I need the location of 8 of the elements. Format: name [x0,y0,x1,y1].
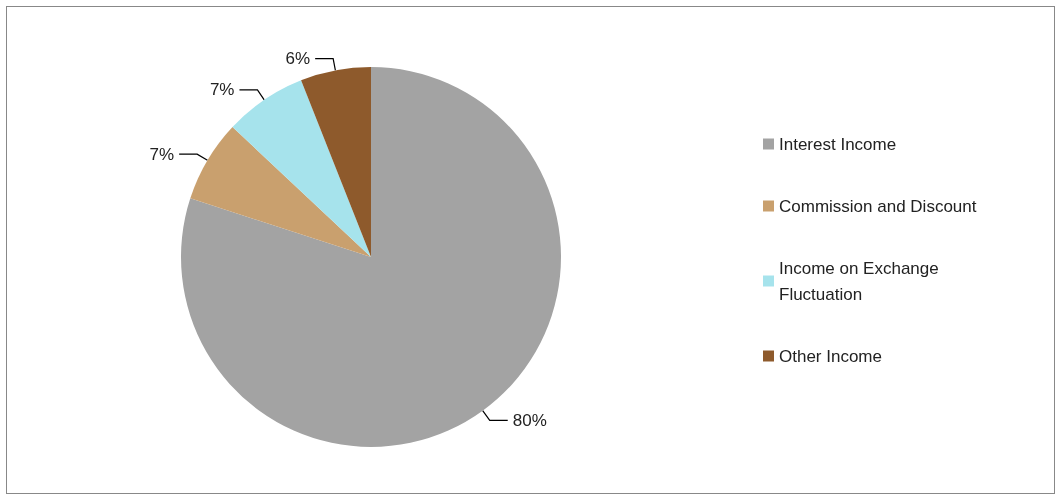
legend-label: Other Income [779,346,882,366]
data-label: 80% [512,410,547,430]
legend-label: Income on Exchange Fluctuation [779,258,944,304]
legend-label: Commission and Discount [779,196,977,216]
legend-label: Interest Income [779,134,897,154]
data-label: 7% [209,80,235,100]
data-label: 7% [149,144,175,164]
data-label: 6% [285,49,311,69]
